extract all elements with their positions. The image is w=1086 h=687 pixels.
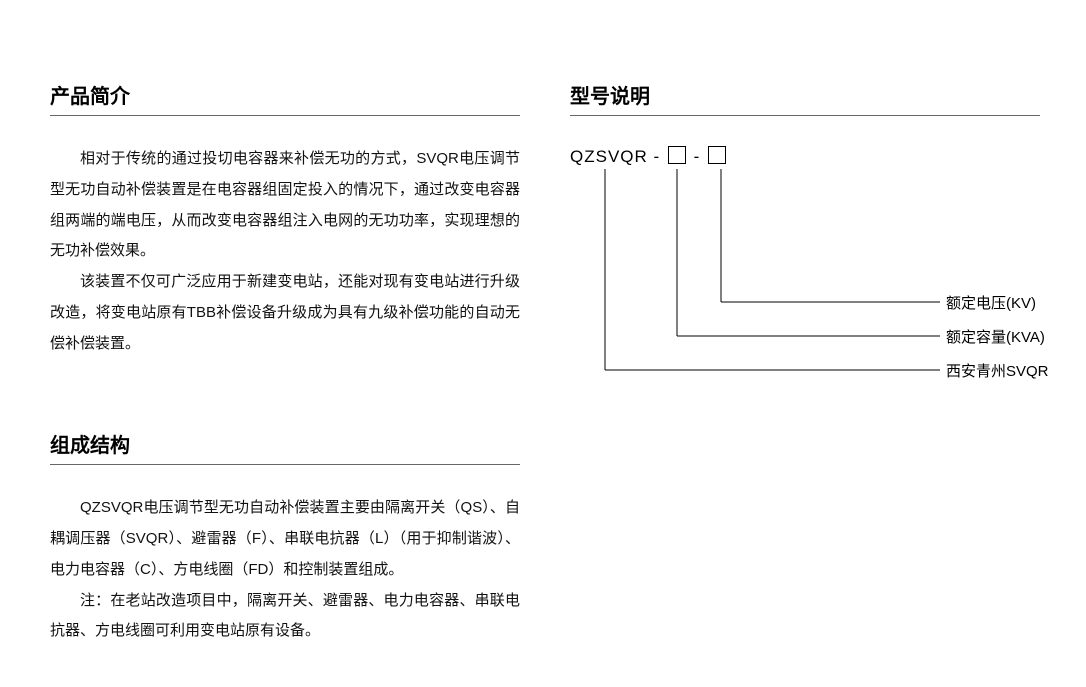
intro-title: 产品简介 [50,80,520,116]
model-diagram: QZSVQR - - 额定电压(KV) 额定容量(KVA) 西安青州SVQR [570,144,1040,404]
intro-p2: 该装置不仅可广泛应用于新建变电站，还能对现有变电站进行升级改造，将变电站原有TB… [50,267,520,359]
model-box-1 [668,146,686,164]
model-box-2 [708,146,726,164]
model-sep2: - [694,147,701,166]
model-prefix: QZSVQR [570,147,648,166]
model-title: 型号说明 [570,80,1040,116]
intro-p1: 相对于传统的通过投切电容器来补偿无功的方式，SVQR电压调节型无功自动补偿装置是… [50,144,520,267]
intro-section: 产品简介 相对于传统的通过投切电容器来补偿无功的方式，SVQR电压调节型无功自动… [50,80,520,359]
model-section: 型号说明 QZSVQR - - 额定电压(KV) 额定容量(KVA) 西安青州S… [570,80,1040,404]
structure-section: 组成结构 QZSVQR电压调节型无功自动补偿装置主要由隔离开关（QS）、自耦调压… [50,429,520,647]
structure-p2: 注：在老站改造项目中，隔离开关、避雷器、电力电容器、串联电抗器、方电线圈可利用变… [50,586,520,648]
model-label-2: 额定容量(KVA) [946,326,1045,347]
structure-title: 组成结构 [50,429,520,465]
structure-p1: QZSVQR电压调节型无功自动补偿装置主要由隔离开关（QS）、自耦调压器（SVQ… [50,493,520,585]
model-sep1: - [654,147,661,166]
model-label-1: 额定电压(KV) [946,292,1036,313]
model-text-row: QZSVQR - - [570,144,728,167]
model-label-3: 西安青州SVQR [946,360,1049,381]
